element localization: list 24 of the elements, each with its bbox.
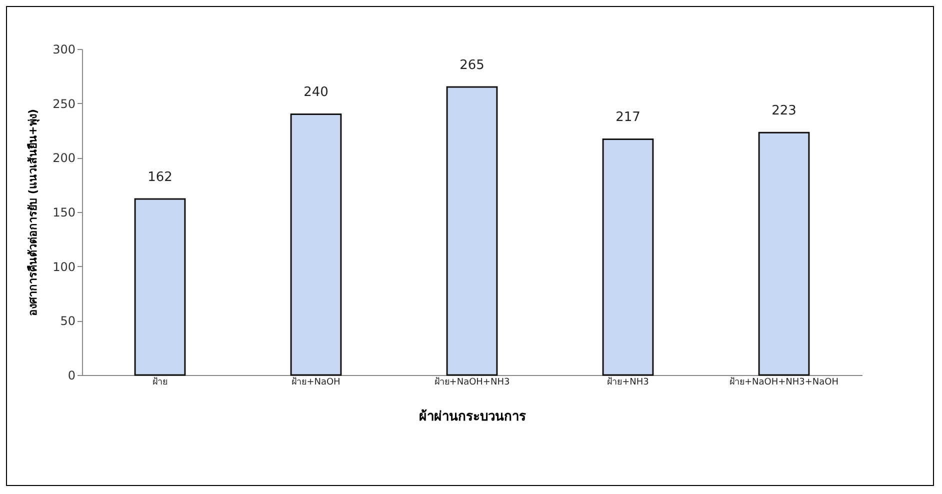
y-tick-label: 0 — [68, 368, 76, 382]
y-tick-label: 150 — [52, 206, 76, 220]
y-tick-label: 200 — [52, 151, 76, 166]
x-tick-label: ฝ้าย+NaOH+NH3+NaOH — [729, 376, 839, 388]
bar — [290, 113, 342, 376]
bar — [602, 138, 654, 376]
data-label: 240 — [304, 85, 328, 100]
bar — [446, 86, 498, 376]
data-label: 223 — [772, 104, 796, 119]
data-label: 162 — [148, 170, 172, 185]
bar — [134, 198, 186, 376]
y-tick-label: 250 — [52, 96, 76, 111]
y-axis-title: องศาการคืนตัวต่อการยับ (แนวเส้นยืน+พุ่ง) — [26, 108, 41, 316]
x-tick-label: ฝ้าย+NaOH — [292, 376, 340, 388]
y-tick-label: 100 — [52, 260, 76, 274]
x-axis-title: ผ้าผ่านกระบวนการ — [419, 408, 526, 424]
y-tick-label: 300 — [52, 42, 76, 56]
y-tick-label: 50 — [60, 314, 76, 328]
x-tick-label: ฝ้าย+NH3 — [607, 376, 649, 388]
data-label: 265 — [460, 58, 484, 74]
x-tick-label: ฝ้าย+NaOH+NH3 — [434, 376, 510, 388]
data-label: 217 — [616, 110, 640, 126]
x-tick-label: ฝ้าย — [152, 376, 168, 388]
bar — [758, 132, 810, 376]
